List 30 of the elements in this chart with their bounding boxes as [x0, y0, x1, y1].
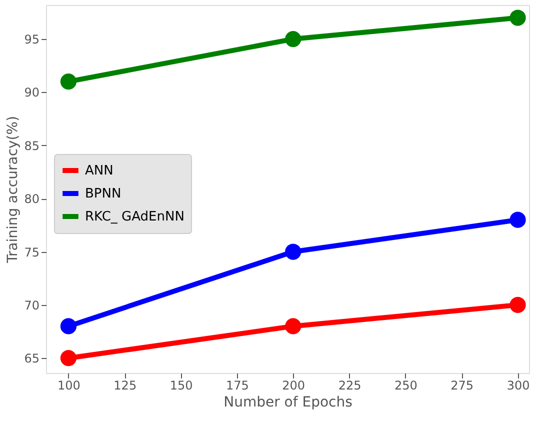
- y-tick-label: 70: [24, 298, 40, 312]
- x-tick-label: 125: [114, 378, 137, 392]
- x-tick-label: 300: [506, 378, 530, 392]
- x-tick-label: 100: [58, 378, 80, 392]
- y-tick-label: 80: [24, 192, 40, 206]
- y-tick-label: 65: [24, 352, 40, 366]
- legend-label: BPNN: [85, 186, 122, 202]
- point: [285, 244, 302, 260]
- point: [285, 318, 302, 334]
- y-tick-label: 95: [24, 32, 40, 47]
- y-axis-title: Training accuracy(%): [5, 116, 22, 264]
- y-tick-label: 75: [24, 245, 40, 260]
- point: [60, 318, 77, 334]
- x-axis-title: Number of Epochs: [224, 394, 352, 410]
- point: [60, 350, 77, 366]
- x-tick-label: 175: [226, 378, 249, 392]
- legend-label: RKC_ GAdEnNN: [85, 210, 184, 224]
- point: [285, 30, 302, 48]
- x-tick-label: 250: [394, 378, 418, 392]
- point: [60, 74, 77, 90]
- y-tick-label: 85: [24, 138, 40, 153]
- x-tick-label: 275: [450, 378, 474, 392]
- point: [510, 10, 526, 26]
- x-tick-label: 200: [282, 378, 306, 392]
- point: [510, 296, 526, 313]
- y-tick-label: 90: [24, 86, 40, 100]
- point: [510, 212, 526, 228]
- legend-label: ANN: [85, 164, 114, 178]
- x-tick-label: 225: [338, 378, 362, 392]
- x-tick-label: 150: [170, 378, 193, 392]
